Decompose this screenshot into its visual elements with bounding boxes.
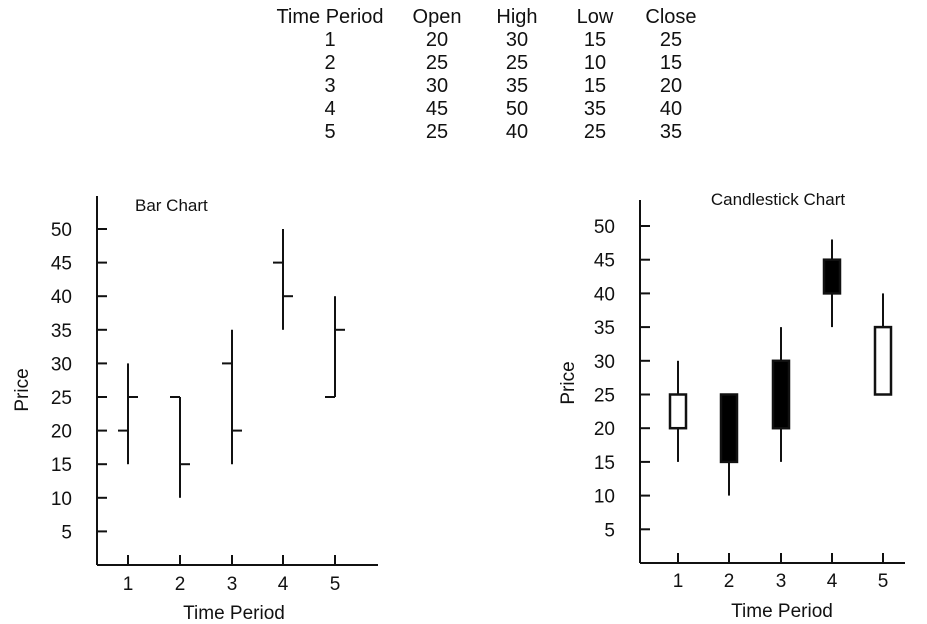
bar-chart-x-tick-label: 4	[278, 574, 289, 595]
candlestick-chart-x-tick-label: 2	[724, 571, 735, 592]
table-row: 1 20 30 15 25	[262, 29, 710, 52]
candlestick-chart-x-tick-label: 5	[878, 571, 889, 592]
bar-chart-ohlc-bars	[118, 229, 345, 498]
table-cell: 3	[324, 75, 336, 97]
candlestick-chart-y-ticks: 5 10 15 20 25 30 35 40 45 50	[594, 217, 650, 541]
bar-chart-y-tick-label: 5	[61, 522, 72, 543]
candlestick-chart-y-tick-label: 40	[594, 284, 615, 305]
bar-chart-y-tick-label: 30	[51, 354, 72, 375]
table-cell: 25	[505, 52, 529, 74]
candlestick-chart-y-tick-label: 20	[594, 419, 615, 440]
bar-chart-x-tick-label: 3	[227, 574, 238, 595]
candlestick-chart-y-tick-label: 45	[594, 251, 615, 272]
bar-chart-x-tick-label: 1	[123, 574, 134, 595]
table-header-open: Open	[412, 6, 462, 28]
table-row: 2 25 25 10 15	[262, 52, 710, 75]
bar-chart-y-tick-label: 15	[51, 455, 72, 476]
table-cell: 30	[505, 29, 529, 51]
table-cell: 4	[324, 98, 336, 120]
table-cell: 50	[505, 98, 529, 120]
table-row: 5 25 40 25 35	[262, 121, 710, 144]
table-cell: 5	[324, 121, 336, 143]
candle-body	[719, 393, 739, 464]
candlestick-chart-candles	[668, 239, 893, 496]
bar-chart-y-ticks: 5 10 15 20 25 30 35 40 45 50	[51, 220, 107, 543]
bar-chart-title: Bar Chart	[135, 196, 208, 215]
candle-body	[771, 359, 791, 430]
candlestick-chart-x-tick-label: 1	[673, 571, 684, 592]
ohlc-data-table: Time Period Open High Low Close 1 20 30 …	[262, 6, 710, 144]
table-cell: 15	[583, 75, 607, 97]
table-cell: 25	[425, 52, 449, 74]
table-header-row: Time Period Open High Low Close	[262, 6, 710, 29]
candlestick-chart-y-axis-label: Price	[558, 361, 579, 404]
candlestick-chart-y-tick-label: 25	[594, 386, 615, 407]
table-cell: 10	[583, 52, 607, 74]
table-cell: 40	[505, 121, 529, 143]
table-row: 4 45 50 35 40	[262, 98, 710, 121]
candlestick-chart-y-tick-label: 50	[594, 217, 615, 238]
table-cell: 15	[583, 29, 607, 51]
bar-chart: Bar Chart Time Period Price 510152025303…	[12, 196, 378, 624]
table-header-close: Close	[645, 6, 697, 28]
candle-body	[822, 258, 842, 295]
table-cell: 35	[583, 98, 607, 120]
candle-body	[668, 393, 688, 430]
candlestick-chart-title: Candlestick Chart	[711, 190, 845, 209]
table-row: 3 30 35 15 20	[262, 75, 710, 98]
candlestick-chart: Candlestick Chart Time Period Price 5 10 1…	[558, 190, 905, 622]
table-header-time-period: Time Period	[276, 6, 384, 28]
table-header-low: Low	[576, 6, 614, 28]
candlestick-chart-y-tick-label: 10	[594, 487, 615, 508]
table-cell: 40	[659, 98, 683, 120]
bar-chart-x-axis-label: Time Period	[183, 603, 285, 624]
bar-chart-y-tick-label: 10	[51, 489, 72, 510]
table-cell: 20	[425, 29, 449, 51]
table-cell: 35	[505, 75, 529, 97]
table-cell: 45	[425, 98, 449, 120]
candlestick-chart-x-ticks: 1 2 3 4 5	[673, 553, 889, 592]
table-cell: 2	[324, 52, 336, 74]
table-cell: 1	[324, 29, 336, 51]
bar-chart-y-tick-label: 25	[51, 388, 72, 409]
candlestick-chart-x-tick-label: 3	[776, 571, 787, 592]
candlestick-chart-x-tick-label: 4	[827, 571, 838, 592]
table-cell: 30	[425, 75, 449, 97]
bar-chart-y-tick-label: 20	[51, 422, 72, 443]
table-cell: 25	[659, 29, 683, 51]
candlestick-chart-y-tick-label: 15	[594, 453, 615, 474]
candlestick-chart-y-tick-label: 30	[594, 352, 615, 373]
candlestick-chart-y-tick-label: 5	[604, 520, 615, 541]
table-cell: 25	[583, 121, 607, 143]
bar-chart-y-tick-label: 45	[51, 254, 72, 275]
bar-chart-x-ticks: 1 2 3 4 5	[123, 555, 341, 595]
candlestick-chart-y-tick-label: 35	[594, 318, 615, 339]
bar-chart-axes	[96, 196, 378, 566]
table-cell: 20	[659, 75, 683, 97]
bar-chart-x-tick-label: 2	[175, 574, 186, 595]
table-cell: 15	[659, 52, 683, 74]
table-header-high: High	[496, 6, 538, 28]
bar-chart-x-tick-label: 5	[330, 574, 341, 595]
table-cell: 35	[659, 121, 683, 143]
bar-chart-y-tick-label: 40	[51, 287, 72, 308]
bar-chart-y-tick-label: 35	[51, 321, 72, 342]
candlestick-chart-x-axis-label: Time Period	[731, 601, 833, 622]
bar-chart-y-tick-label: 50	[51, 220, 72, 241]
table-cell: 25	[425, 121, 449, 143]
bar-chart-y-axis-label: Price	[12, 368, 33, 411]
candle-body	[873, 325, 893, 396]
